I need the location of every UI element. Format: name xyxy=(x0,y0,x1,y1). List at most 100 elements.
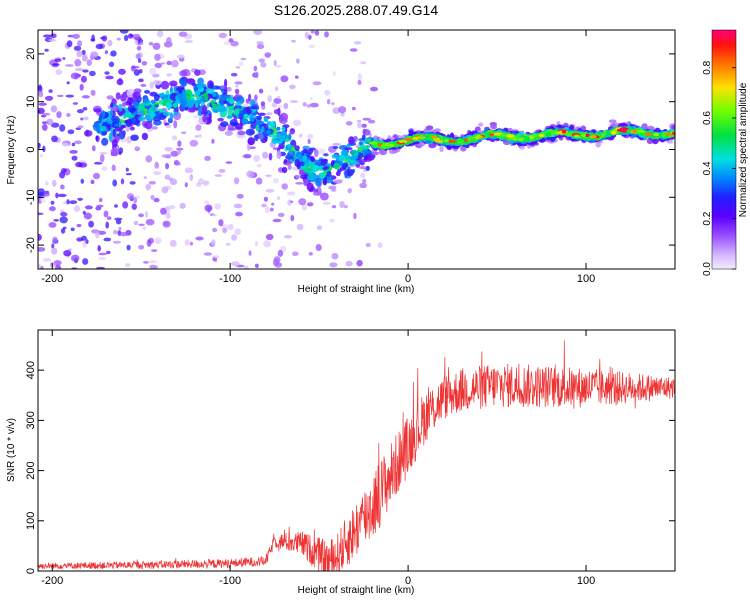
spectrogram-cell xyxy=(561,130,567,134)
spectrogram-cell xyxy=(195,124,202,131)
spectrogram-cell xyxy=(329,262,338,268)
colorbar-label: Normalized spectral amplitude xyxy=(738,82,749,217)
spectrogram-cell xyxy=(368,141,378,145)
spectrogram-cell xyxy=(220,121,229,127)
spectrogram-cell xyxy=(304,149,314,155)
spectrogram-cell xyxy=(529,136,534,140)
spectrogram-cell xyxy=(489,133,495,137)
spectrogram-cell xyxy=(124,34,129,42)
spectrogram-cell xyxy=(302,102,307,107)
spectrogram-cell xyxy=(43,34,52,38)
spectrogram-cell xyxy=(225,161,233,164)
spectrogram-cell xyxy=(365,137,372,143)
spectrogram-image xyxy=(38,30,675,269)
spectrogram-cell xyxy=(230,122,239,126)
spectrogram-x-tick-label: -200 xyxy=(41,273,63,285)
spectrogram-cell xyxy=(51,122,60,128)
colorbar-tick-label: 0.6 xyxy=(702,111,713,125)
spectrogram-cell xyxy=(138,116,146,122)
spectrogram-cell xyxy=(212,103,218,110)
spectrogram-cell xyxy=(316,225,323,231)
spectrogram-cell xyxy=(111,139,118,148)
spectrogram-cell xyxy=(65,94,75,98)
spectrogram-cell xyxy=(185,78,195,83)
spectrogram-cell xyxy=(315,178,322,187)
spectrogram-cell xyxy=(127,33,134,39)
spectrogram-cell xyxy=(289,100,299,103)
spectrogram-cell xyxy=(296,223,304,231)
snr-y-label: SNR (10 * v/v) xyxy=(6,418,17,482)
spectrogram-cell xyxy=(338,154,346,162)
spectrogram-cell xyxy=(665,132,672,136)
spectrogram-cell xyxy=(38,143,41,149)
colorbar-axis: 0.0 0.2 0.4 0.6 0.8 xyxy=(702,60,736,276)
spectrogram-cell xyxy=(89,70,96,77)
spectrogram-cell xyxy=(368,119,376,124)
spectrogram-x-tick-label: 0 xyxy=(405,273,411,285)
spectrogram-cell xyxy=(272,218,282,223)
spectrogram-cell xyxy=(149,91,158,97)
spectrogram-cell xyxy=(170,150,179,157)
snr-y-tick-label: 300 xyxy=(25,411,37,429)
spectrogram-cell xyxy=(66,81,70,85)
spectrogram-cell xyxy=(49,206,56,212)
spectrogram-cell xyxy=(331,205,337,209)
spectrogram-cell xyxy=(99,152,108,155)
spectrogram-cell xyxy=(45,95,54,101)
spectrogram-cell xyxy=(149,81,154,90)
spectrogram-cell xyxy=(235,102,242,106)
spectrogram-cell xyxy=(267,95,273,103)
snr-series-line xyxy=(38,340,675,571)
spectrogram-cell xyxy=(169,112,174,121)
spectrogram-cell xyxy=(184,182,188,188)
spectrogram-cell xyxy=(281,166,288,174)
spectrogram-cell xyxy=(101,137,109,146)
spectrogram-cell xyxy=(329,165,333,171)
spectrogram-cell xyxy=(95,231,100,239)
spectrogram-cell xyxy=(137,103,145,112)
spectrogram-cell xyxy=(157,93,166,97)
colorbar-tick-label: 0.0 xyxy=(702,262,713,276)
spectrogram-cell xyxy=(298,198,307,206)
spectrogram-cell xyxy=(273,59,277,66)
spectrogram-y-tick-label: -10 xyxy=(25,189,37,205)
spectrogram-cell xyxy=(90,179,95,185)
spectrogram-cell xyxy=(54,58,62,62)
spectrogram-cell xyxy=(339,201,345,208)
spectrogram-cell xyxy=(439,145,444,153)
spectrogram-cell xyxy=(152,42,161,50)
spectrogram-cell xyxy=(344,170,348,179)
spectrogram-cell xyxy=(42,145,46,152)
spectrogram-cell xyxy=(271,102,278,108)
spectrogram-cell xyxy=(357,79,362,86)
spectrogram-cell xyxy=(240,57,247,61)
spectrogram-cell xyxy=(256,43,265,50)
spectrogram-cell xyxy=(362,117,372,121)
spectrogram-cell xyxy=(263,117,269,123)
spectrogram-cell xyxy=(295,182,304,185)
snr-y-tick-label: 100 xyxy=(25,512,37,530)
spectrogram-cell xyxy=(211,214,218,217)
spectrogram-cell xyxy=(253,154,261,162)
figure-title: S126.2025.288.07.49.G14 xyxy=(274,2,438,18)
spectrogram-cell xyxy=(85,239,89,244)
spectrogram-cell xyxy=(264,52,272,58)
spectrogram-cell xyxy=(350,159,355,164)
spectrogram-cell xyxy=(77,125,84,129)
spectrogram-cell xyxy=(153,197,160,203)
spectrogram-cell xyxy=(82,69,89,73)
spectrogram-cell xyxy=(275,86,279,92)
spectrogram-cell xyxy=(55,264,62,269)
spectrogram-cell xyxy=(347,188,353,194)
spectrogram-cell xyxy=(283,235,292,239)
snr-x-tick-label: 100 xyxy=(577,575,595,587)
spectrogram-cell xyxy=(184,89,193,98)
spectrogram-y-axis: -20 -10 0 10 20 xyxy=(25,48,675,253)
spectrogram-cell xyxy=(265,206,270,214)
spectrogram-cell xyxy=(351,151,355,156)
spectrogram-cell xyxy=(263,240,272,248)
spectrogram-cell xyxy=(38,247,46,252)
spectrogram-cell xyxy=(189,139,199,147)
spectrogram-cell xyxy=(136,46,142,51)
